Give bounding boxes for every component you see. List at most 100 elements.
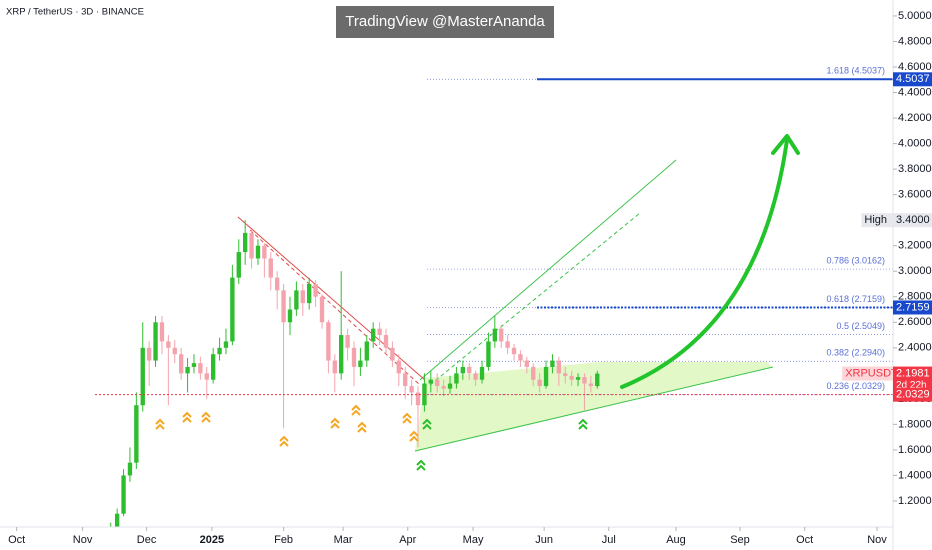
x-tick-label: Nov: [73, 534, 93, 546]
candle-body: [518, 354, 523, 361]
price-badge-countdown: 2d 22h: [896, 380, 927, 391]
candle-body: [134, 405, 139, 463]
candle-body: [281, 290, 286, 323]
y-tick-label: 3.8000: [898, 163, 932, 175]
chevron: [155, 423, 165, 430]
x-tick-label: Apr: [399, 534, 416, 546]
candle-body: [294, 290, 299, 310]
candle-body: [563, 373, 568, 376]
candle-body: [191, 363, 197, 367]
chevron: [155, 418, 165, 425]
candle-body: [588, 383, 594, 387]
chevron: [357, 421, 367, 428]
chevron: [416, 459, 426, 466]
candle-body: [409, 386, 414, 393]
x-tick-label: Oct: [796, 534, 813, 546]
candle-body: [582, 377, 587, 384]
candle-body: [575, 377, 581, 380]
candle-body: [127, 462, 133, 476]
candle-body: [287, 309, 293, 323]
candle-body: [307, 283, 312, 304]
candle-body: [396, 360, 401, 374]
candle-body: [531, 366, 536, 380]
candle-body: [159, 322, 165, 342]
candle-body: [447, 383, 453, 389]
y-tick-label: 3.6000: [898, 189, 932, 201]
projection-arrow: [620, 138, 789, 389]
chevron: [182, 416, 192, 423]
candle-body: [428, 379, 433, 384]
candle-body: [377, 328, 382, 336]
fib-label: 0.236 (2.0329): [826, 381, 885, 391]
chevron: [330, 422, 340, 429]
candle-body: [236, 252, 241, 278]
candle-body: [172, 347, 177, 355]
candle-body: [339, 335, 344, 374]
x-tick-label: 2025: [200, 534, 224, 546]
price-badge: [893, 300, 932, 315]
watermark-box: [336, 6, 554, 38]
candle-body: [204, 373, 209, 380]
chevron: [402, 412, 412, 419]
candle-body: [326, 322, 331, 361]
candle-body: [140, 347, 145, 406]
price-badge-name-box: [842, 366, 893, 381]
y-tick-label: 2.8000: [898, 291, 932, 303]
chart-title: XRP / TetherUS · 3D · BINANCE: [6, 7, 144, 18]
candle-body: [230, 277, 235, 342]
candle-body: [492, 328, 498, 342]
chevron: [422, 423, 432, 430]
candle-body: [223, 341, 229, 348]
candle-body: [114, 513, 120, 527]
candle-body: [332, 360, 337, 374]
candle-body: [467, 366, 472, 374]
candle-body: [319, 296, 325, 323]
fib-label: 0.5 (2.5049): [836, 321, 885, 331]
chevron: [201, 416, 211, 423]
overlay: [620, 134, 800, 389]
candle-body: [146, 347, 152, 361]
channel-line: [419, 159, 677, 381]
candle-body: [537, 379, 542, 387]
candle-body: [403, 373, 408, 387]
candle-body: [550, 360, 555, 367]
candle-body: [268, 258, 273, 278]
candle-body: [351, 347, 357, 367]
candle-body: [262, 245, 267, 259]
y-tick-label: 1.8000: [898, 418, 932, 430]
y-tick-label: 4.0000: [898, 137, 932, 149]
candle-body: [255, 245, 261, 259]
x-tick-label: Jun: [535, 534, 553, 546]
candle-body: [371, 328, 376, 342]
price-badge: [893, 387, 932, 402]
chevron: [201, 411, 211, 418]
y-tick-label: 4.4000: [898, 86, 932, 98]
candle-body: [345, 335, 350, 348]
chevron: [402, 417, 412, 424]
candle-body: [178, 354, 184, 374]
channel-mid-line: [429, 212, 641, 386]
y-tick-label: 4.6000: [898, 61, 932, 73]
fib-label: 0.786 (3.0162): [826, 256, 885, 266]
chevron: [416, 464, 426, 471]
candle-body: [153, 322, 158, 361]
y-tick-label: 2.4000: [898, 342, 932, 354]
candle-body: [249, 232, 254, 259]
candle-body: [441, 386, 446, 389]
y-tick-label: 3.0000: [898, 265, 932, 277]
downtrend-line: [237, 216, 426, 381]
candle-body: [210, 354, 216, 380]
candle-body: [569, 375, 574, 380]
candle-body: [543, 366, 549, 387]
price-badge-name-box: [861, 213, 893, 228]
fib-label: 0.618 (2.7159): [826, 294, 885, 304]
chevron: [578, 423, 588, 430]
x-tick-label: Dec: [137, 534, 157, 546]
chevron: [351, 409, 361, 416]
x-tick-label: Nov: [867, 534, 887, 546]
candle-body: [595, 373, 600, 387]
chevron: [578, 418, 588, 425]
candle-body: [390, 347, 395, 361]
candle-body: [460, 366, 466, 374]
candle-body: [511, 347, 517, 355]
